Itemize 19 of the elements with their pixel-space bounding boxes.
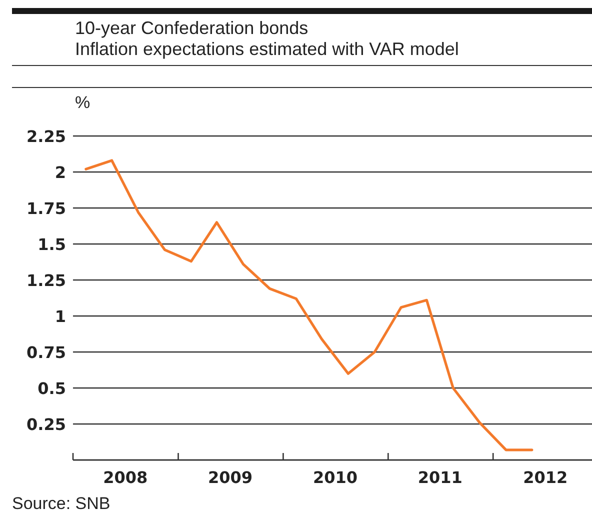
y-tick-label: 2.25 [26, 126, 66, 146]
x-tick-label: 2012 [523, 468, 568, 487]
y-tick-label: 1 [54, 306, 66, 326]
x-tick-label: 2008 [103, 468, 148, 487]
x-tick-label: 2011 [418, 468, 462, 487]
y-tick-label: 2 [54, 162, 66, 182]
chart-title: 10-year Confederation bonds [75, 18, 310, 39]
y-tick-label: 0.25 [26, 414, 66, 434]
y-tick-label: 1.5 [38, 234, 66, 254]
x-tick-label: 2009 [208, 468, 253, 487]
x-tick-label: 2010 [312, 468, 358, 487]
y-axis-title: % [75, 93, 90, 113]
line-series [84, 159, 534, 452]
y-tick-label: 0.75 [26, 342, 66, 362]
y-tick-label: 1.75 [26, 198, 66, 218]
y-tick-label: 0.5 [38, 378, 66, 398]
source-note: Source: SNB [12, 494, 110, 513]
y-tick-label: 1.25 [26, 270, 66, 290]
chart-subtitle: Inflation expectations estimated with VAR model [75, 39, 460, 60]
